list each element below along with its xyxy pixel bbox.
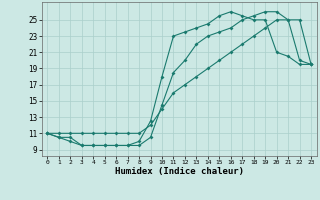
X-axis label: Humidex (Indice chaleur): Humidex (Indice chaleur) bbox=[115, 167, 244, 176]
